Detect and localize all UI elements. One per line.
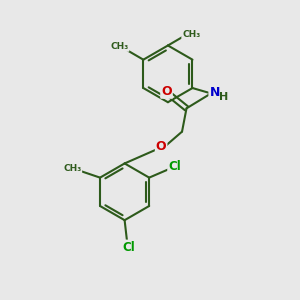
Text: N: N [209,86,220,99]
Text: O: O [156,140,167,153]
Text: CH₃: CH₃ [182,30,200,39]
Text: O: O [161,85,172,98]
Text: H: H [219,92,228,102]
Text: Cl: Cl [168,160,181,173]
Text: CH₃: CH₃ [110,42,129,51]
Text: CH₃: CH₃ [63,164,81,172]
Text: Cl: Cl [122,241,135,254]
